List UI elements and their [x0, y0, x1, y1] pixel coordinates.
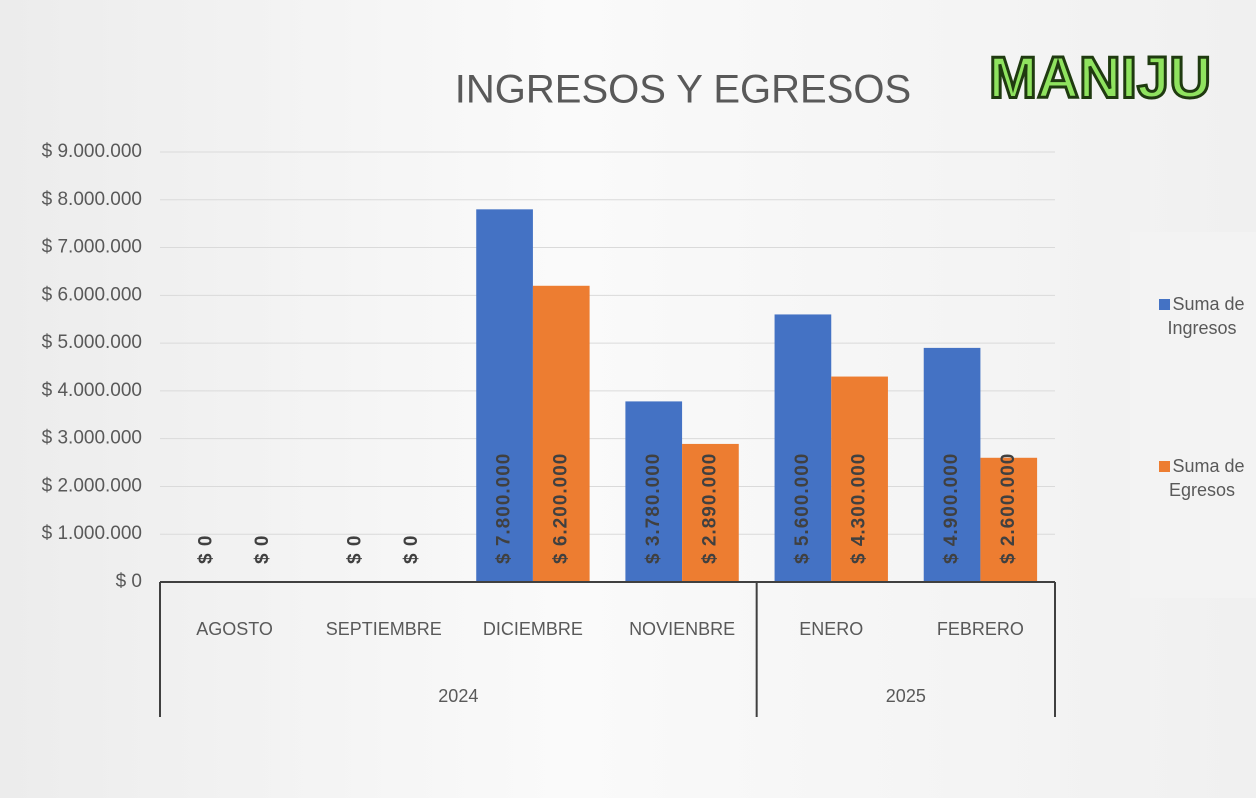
chart-title: INGRESOS Y EGRESOS	[455, 68, 911, 112]
bar	[625, 401, 683, 582]
legend-swatch	[1159, 299, 1171, 310]
bar	[774, 314, 832, 582]
data-label: $ 2.600.000	[998, 453, 1019, 564]
x-tick-label: SEPTIEMBRE	[326, 619, 442, 639]
data-label: $ 0	[252, 535, 273, 564]
group-label: 2025	[886, 686, 926, 706]
bar	[831, 376, 888, 582]
data-label: $ 0	[195, 535, 216, 564]
data-label: $ 0	[401, 535, 422, 564]
y-tick-label: $ 7.000.000	[42, 237, 142, 258]
data-label: $ 4.300.000	[849, 453, 870, 564]
legend-item: Suma de Egresos	[1152, 454, 1252, 502]
y-tick-label: $ 8.000.000	[42, 189, 142, 210]
data-label: $ 3.780.000	[643, 453, 664, 564]
data-label: $ 6.200.000	[550, 453, 571, 564]
bar	[980, 457, 1038, 582]
legend-label: Suma de Ingresos	[1167, 294, 1245, 338]
y-tick-label: $ 3.000.000	[42, 428, 142, 449]
group-label: 2024	[438, 686, 478, 706]
logo: MANIJU	[989, 45, 1211, 110]
data-label: $ 5.600.000	[792, 453, 813, 564]
bar	[532, 285, 590, 582]
x-tick-label: DICIEMBRE	[483, 619, 583, 639]
y-tick-label: $ 9.000.000	[42, 141, 142, 162]
legend-swatch	[1159, 461, 1171, 472]
bar	[682, 443, 739, 582]
y-tick-label: $ 2.000.000	[42, 475, 142, 496]
bar	[923, 347, 981, 582]
y-tick-label: $ 1.000.000	[42, 523, 142, 544]
y-tick-label: $ 4.000.000	[42, 380, 142, 401]
data-label: $ 4.900.000	[941, 453, 962, 564]
data-label: $ 2.890.000	[699, 453, 720, 564]
data-label: $ 0	[344, 535, 365, 564]
bar	[476, 209, 533, 583]
y-tick-label: $ 5.000.000	[42, 332, 142, 353]
y-tick-label: $ 6.000.000	[42, 284, 142, 305]
legend: Suma de Ingresos Suma de Egresos	[1130, 232, 1256, 598]
data-label: $ 7.800.000	[494, 453, 515, 564]
x-tick-label: ENERO	[799, 619, 863, 639]
y-tick-label: $ 0	[116, 571, 142, 592]
x-tick-label: FEBRERO	[937, 619, 1024, 639]
x-tick-label: NOVIENBRE	[629, 619, 735, 639]
x-tick-label: AGOSTO	[196, 619, 273, 639]
legend-item: Suma de Ingresos	[1152, 292, 1252, 340]
legend-label: Suma de Egresos	[1168, 456, 1245, 500]
